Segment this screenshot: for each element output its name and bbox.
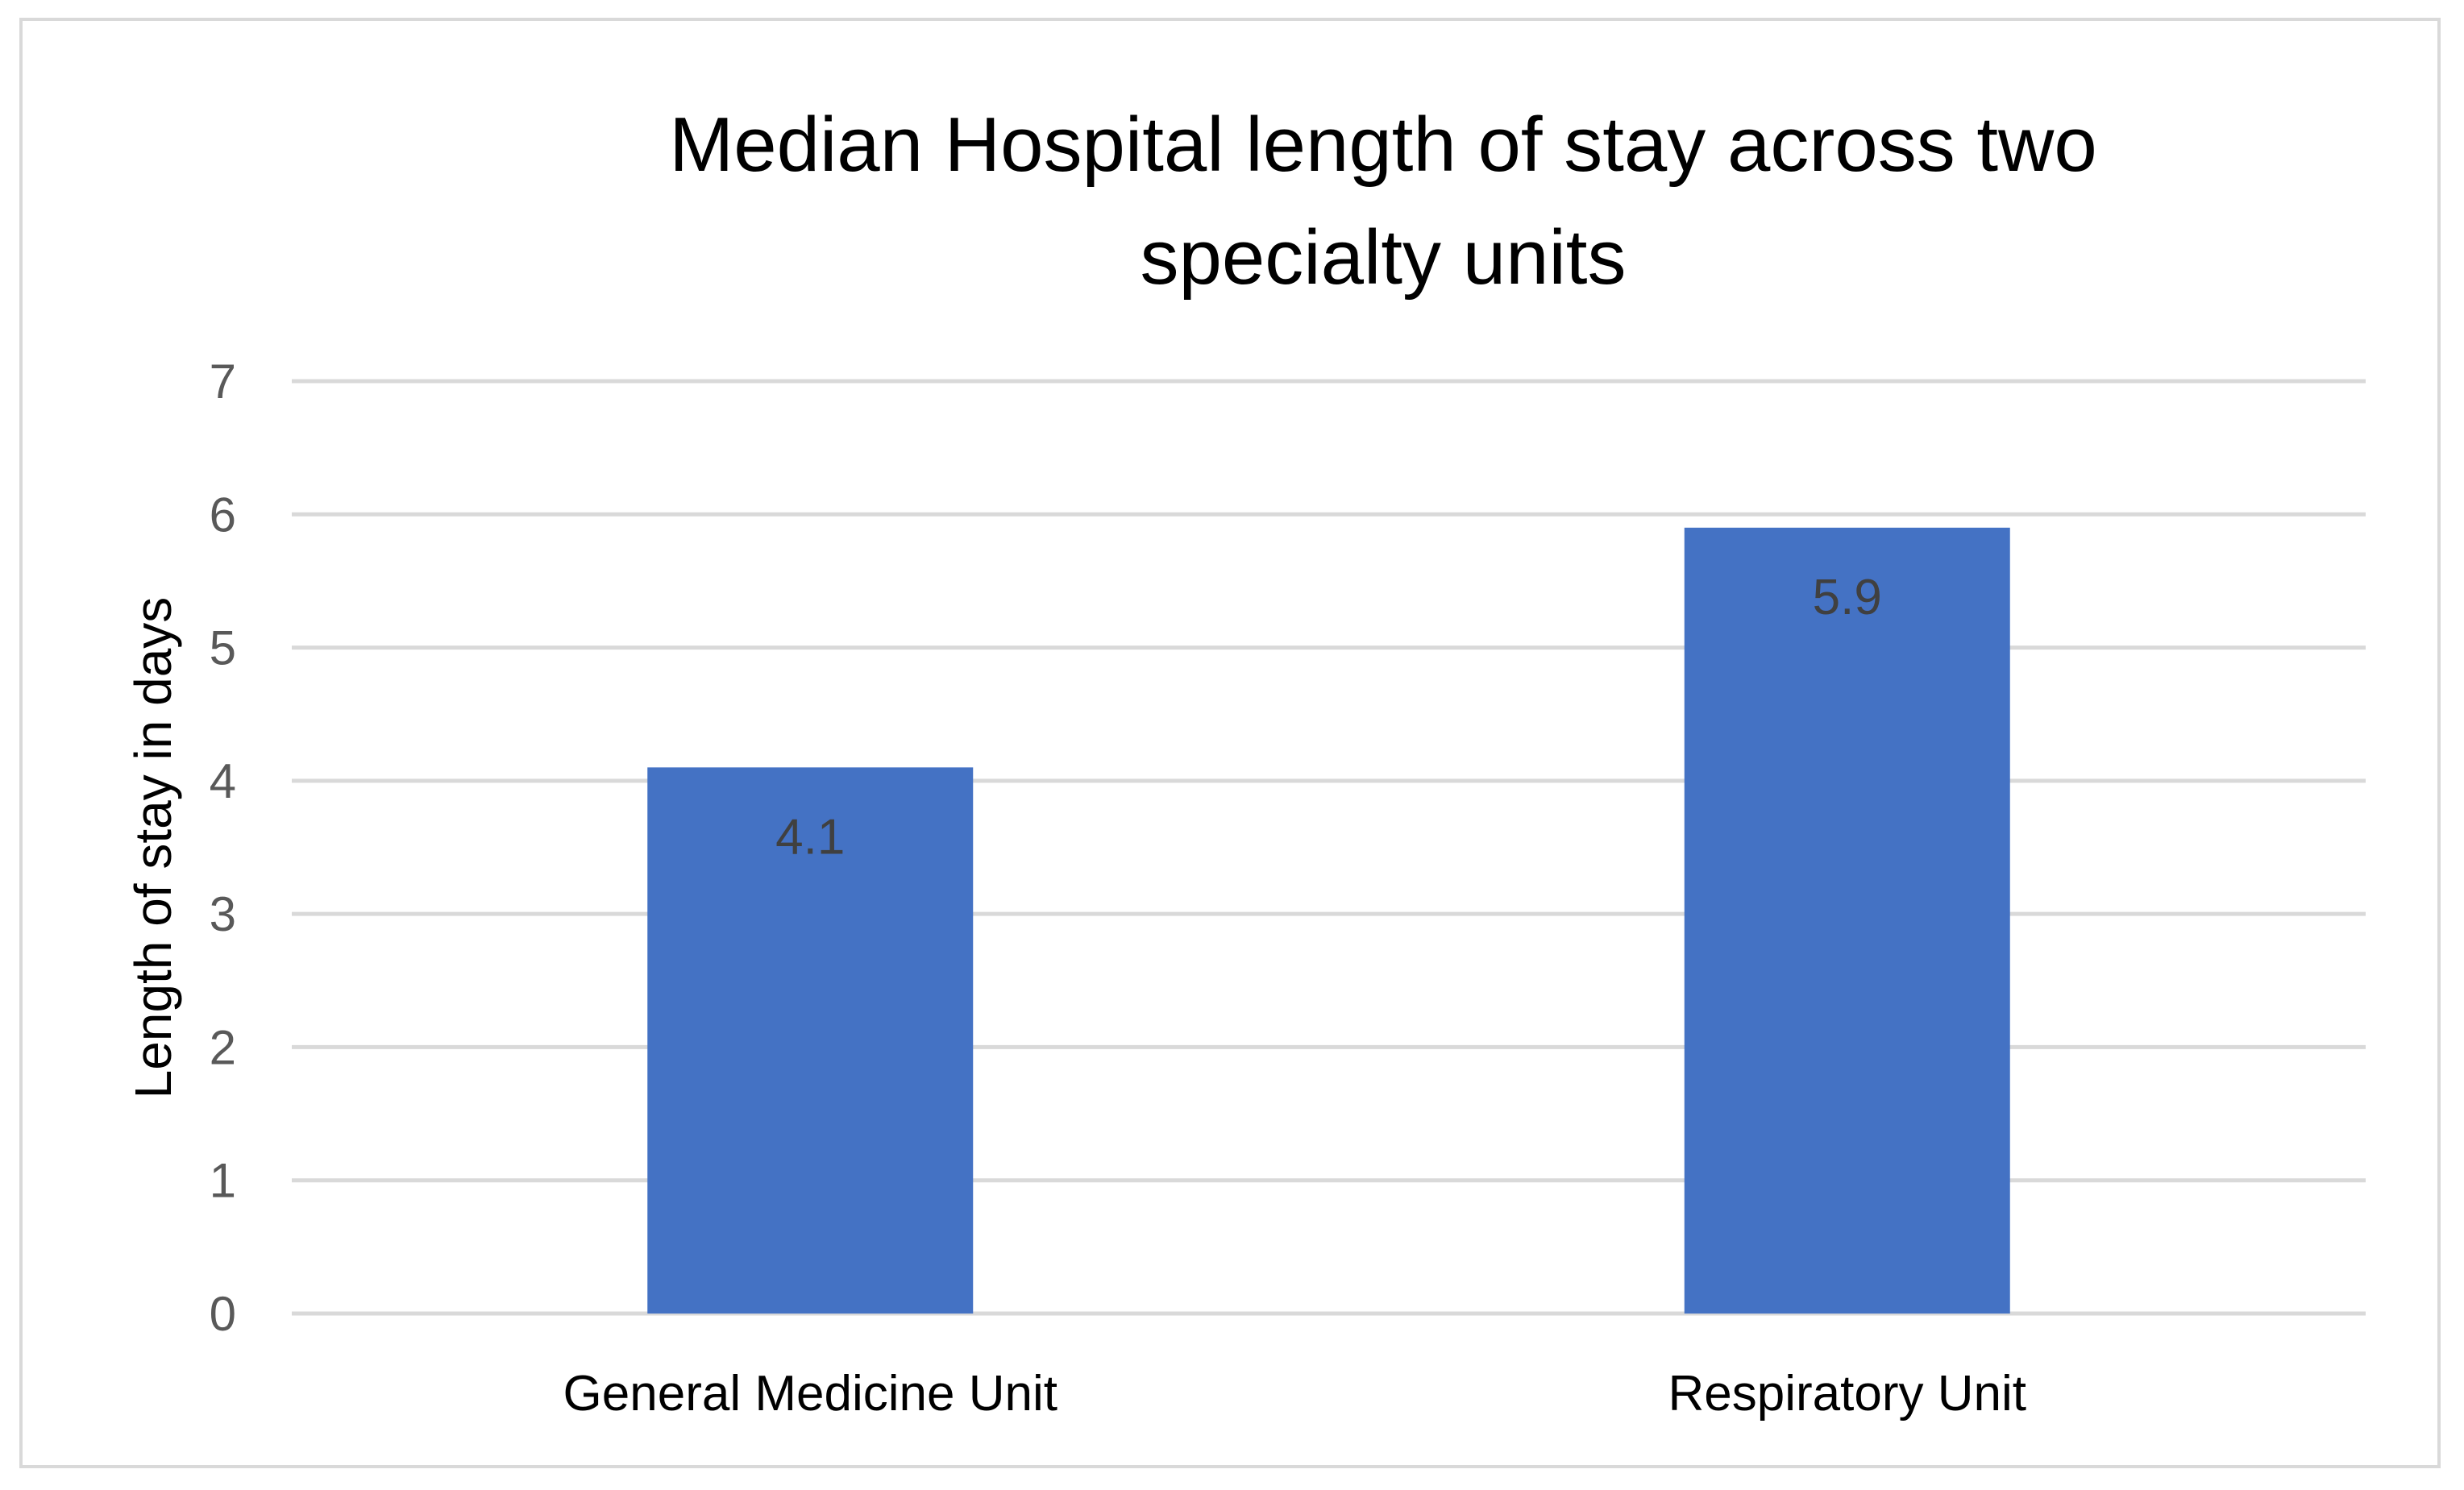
chart-title-line-2: specialty units: [1141, 214, 1627, 301]
y-tick-label: 6: [210, 488, 236, 542]
bar-1: [647, 767, 974, 1314]
bar-2: [1684, 527, 2010, 1314]
data-label-2: 5.9: [1813, 570, 1882, 625]
gridlines: [292, 379, 2366, 1316]
y-tick-label: 2: [210, 1020, 236, 1074]
x-category-label-1: General Medicine Unit: [563, 1366, 1057, 1422]
bars: [647, 527, 2010, 1314]
y-tick-label: 0: [210, 1287, 236, 1341]
y-tick-label: 7: [210, 355, 236, 409]
chart-title-line-1: Median Hospital length of stay across tw…: [669, 102, 2097, 188]
y-axis-label: Length of stay in days: [124, 597, 182, 1099]
y-tick-label: 4: [210, 754, 236, 808]
data-labels: 4.1 5.9: [775, 570, 1882, 865]
x-category-label-2: Respiratory Unit: [1668, 1366, 2026, 1422]
y-axis-ticks: 0 1 2 3 4 5 6 7: [210, 355, 236, 1341]
x-axis-categories: General Medicine Unit Respiratory Unit: [563, 1366, 2026, 1422]
chart-title: Median Hospital length of stay across tw…: [669, 102, 2097, 301]
y-tick-label: 3: [210, 887, 236, 941]
data-label-1: 4.1: [775, 809, 845, 865]
y-tick-label: 5: [210, 621, 236, 675]
chart-frame: [19, 18, 2441, 1468]
y-tick-label: 1: [210, 1154, 236, 1208]
